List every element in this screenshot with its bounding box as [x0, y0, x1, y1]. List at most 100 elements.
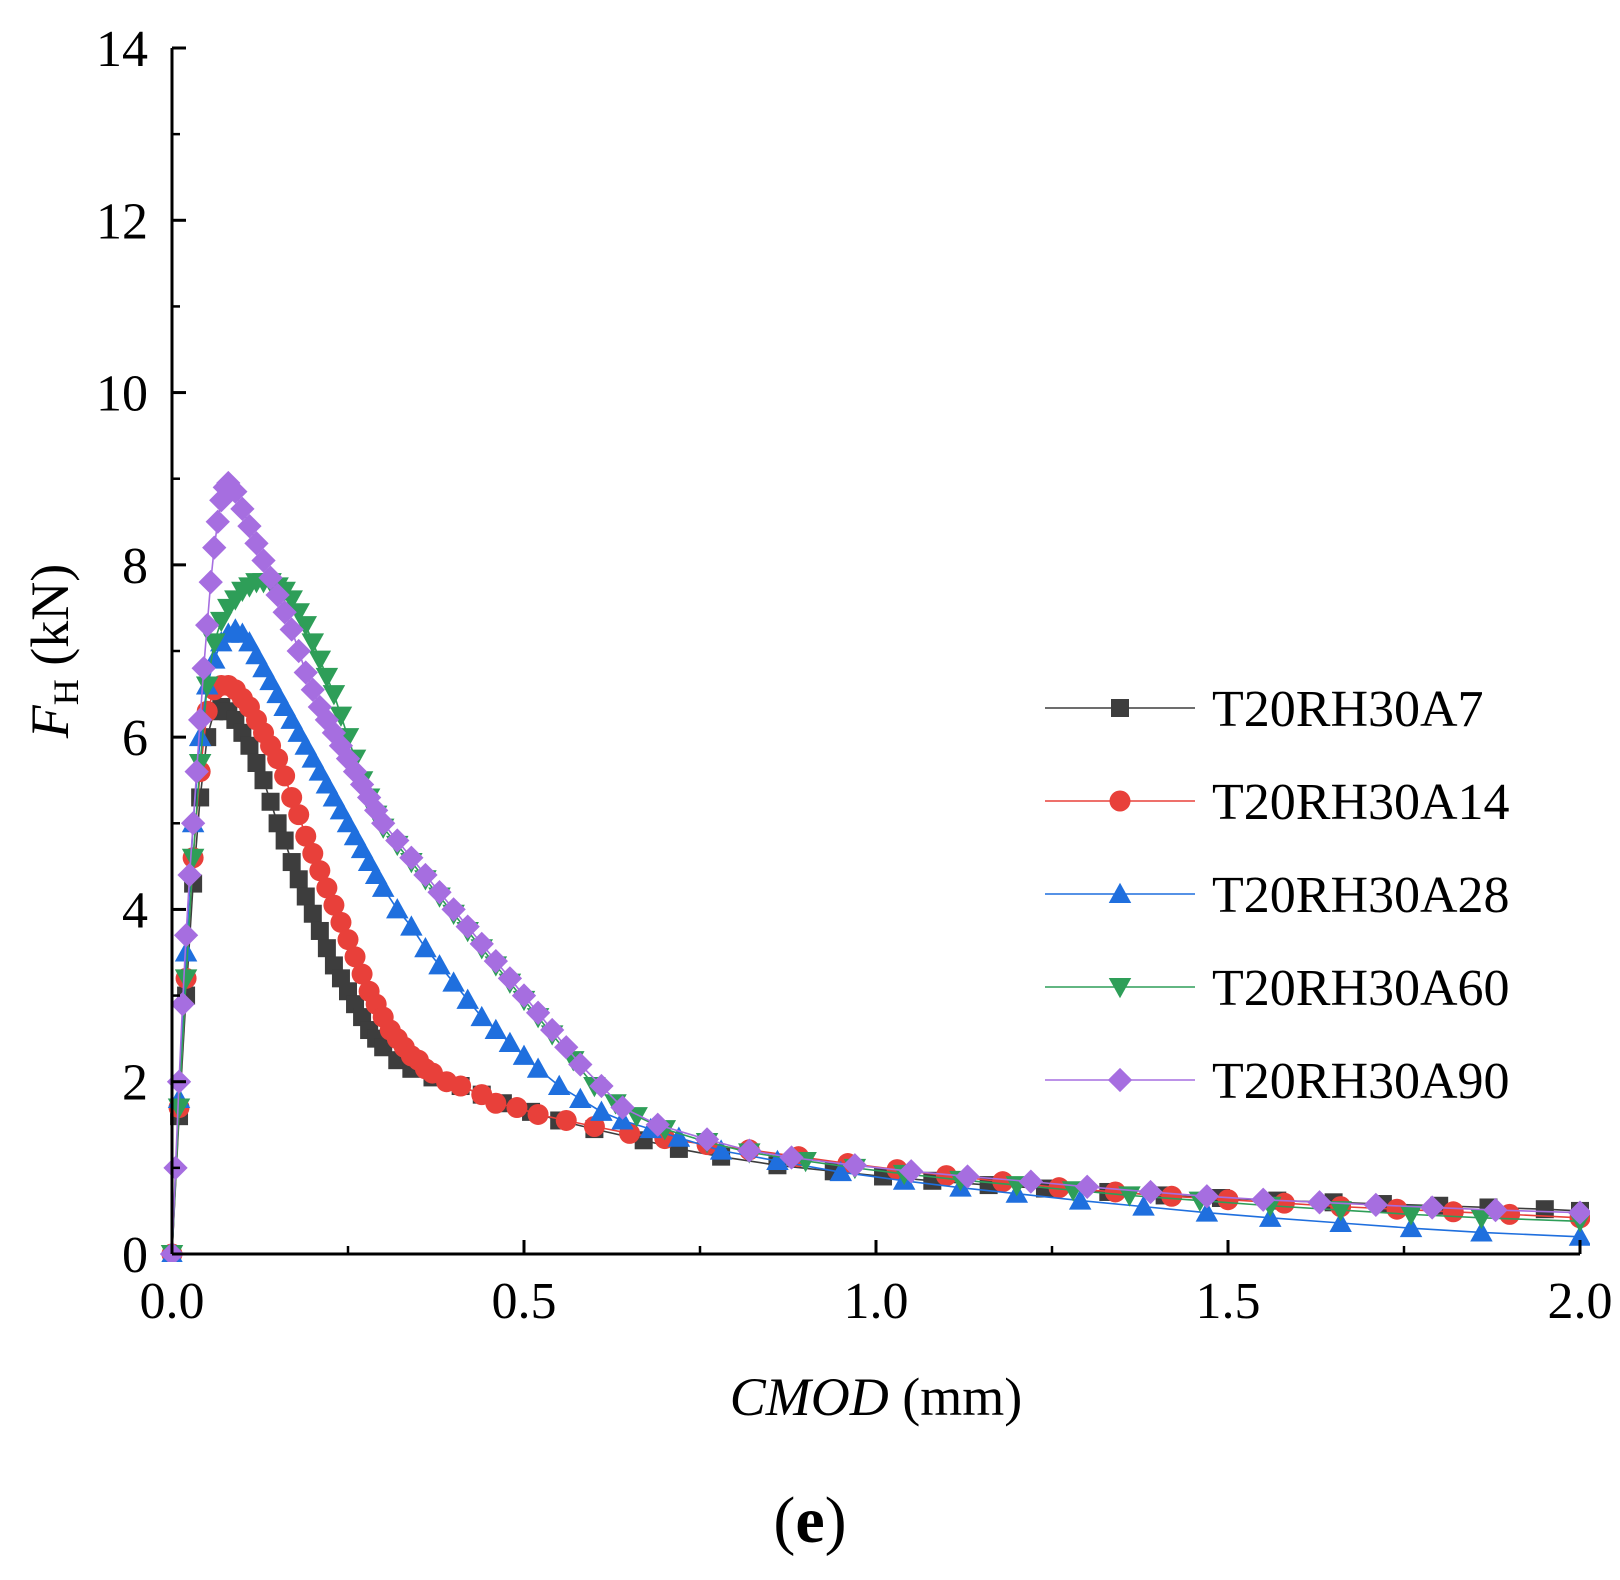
data-point — [258, 565, 283, 590]
data-point — [899, 1159, 924, 1184]
y-tick-label: 10 — [96, 366, 148, 423]
data-point — [216, 470, 241, 496]
data-point — [441, 897, 466, 922]
data-point — [498, 1031, 522, 1052]
data-point — [1217, 1189, 1239, 1211]
data-point — [935, 1165, 957, 1187]
data-point — [259, 669, 282, 691]
legend-marker — [1108, 882, 1132, 903]
data-point — [301, 633, 325, 654]
data-point — [829, 1160, 853, 1182]
x-tick-label: 1.5 — [1196, 1273, 1261, 1330]
data-point — [279, 617, 304, 642]
data-point — [1307, 1190, 1332, 1215]
data-point — [1251, 1187, 1276, 1212]
data-point — [547, 1074, 571, 1096]
data-point — [344, 946, 366, 968]
data-point — [289, 870, 308, 889]
legend-marker — [1111, 699, 1129, 717]
data-point — [1018, 1169, 1044, 1194]
data-point — [428, 954, 451, 975]
data-point — [280, 708, 303, 729]
data-point — [336, 812, 360, 833]
data-point — [1470, 1221, 1493, 1242]
data-point — [322, 685, 346, 706]
data-point — [442, 971, 465, 992]
data-point — [282, 853, 301, 872]
data-point — [399, 845, 424, 870]
data-point — [351, 963, 373, 985]
data-point — [555, 1109, 577, 1131]
data-point — [1068, 1189, 1092, 1210]
data-point — [315, 773, 339, 794]
data-point — [1483, 1197, 1508, 1223]
data-point — [842, 1153, 868, 1178]
y-tick-label: 4 — [122, 882, 148, 939]
data-point — [323, 894, 345, 916]
legend-item: T20RH30A7 — [1045, 681, 1484, 738]
data-point — [1195, 1201, 1219, 1222]
x-tick-label: 0.0 — [140, 1273, 205, 1330]
data-point — [252, 656, 275, 678]
data-point — [195, 613, 220, 638]
data-point — [525, 1000, 551, 1025]
data-point — [173, 923, 199, 948]
data-point — [766, 1149, 789, 1170]
data-point — [261, 792, 280, 811]
y-axis-title: FH (kN) — [20, 564, 86, 739]
data-point — [177, 862, 202, 888]
data-point — [470, 1005, 494, 1027]
data-point — [1470, 1208, 1493, 1230]
y-tick-label: 8 — [122, 538, 148, 595]
data-point — [400, 915, 423, 936]
data-point — [337, 929, 359, 951]
data-point — [413, 862, 438, 888]
data-point — [483, 948, 508, 974]
data-point — [568, 1052, 593, 1077]
data-point — [267, 748, 289, 770]
data-point — [202, 633, 226, 654]
data-point — [1399, 1205, 1423, 1226]
data-point — [1132, 1195, 1155, 1216]
data-point — [779, 1145, 804, 1170]
data-point — [485, 1092, 507, 1114]
data-point — [180, 811, 206, 836]
data-point — [294, 734, 318, 755]
data-point — [1329, 1201, 1352, 1222]
data-point — [315, 667, 339, 689]
legend-item: T20RH30A14 — [1045, 774, 1510, 831]
data-point — [385, 828, 410, 853]
data-point — [198, 569, 223, 595]
data-point — [191, 656, 216, 681]
data-point — [1420, 1195, 1445, 1220]
data-point — [1161, 1185, 1183, 1207]
x-axis-title-unit: (mm) — [889, 1367, 1022, 1427]
data-point — [210, 611, 233, 633]
data-point — [527, 1103, 549, 1125]
data-point — [506, 1097, 528, 1119]
data-point — [1363, 1192, 1388, 1218]
panel-label-close: ) — [825, 1484, 847, 1557]
data-point — [955, 1164, 980, 1189]
panel-label-letter: e — [795, 1484, 824, 1557]
data-point — [184, 759, 209, 784]
series-T20RH30A90 — [160, 470, 1590, 1262]
data-point — [274, 765, 296, 787]
y-tick-label: 2 — [122, 1055, 148, 1112]
data-point — [1535, 1200, 1554, 1219]
x-tick-label: 0.5 — [492, 1273, 557, 1330]
data-point — [737, 1138, 762, 1163]
y-tick-label: 0 — [122, 1227, 148, 1284]
data-point — [174, 941, 198, 962]
data-point — [275, 831, 294, 850]
data-point — [329, 799, 353, 820]
x-tick-label: 2.0 — [1548, 1273, 1613, 1330]
data-point — [357, 850, 381, 872]
y-axis-title-sub: H — [46, 679, 86, 705]
data-point — [554, 1035, 579, 1060]
panel-label: (e) — [773, 1484, 846, 1557]
data-point — [286, 638, 311, 664]
data-point — [202, 535, 227, 560]
legend-item: T20RH30A28 — [1045, 867, 1510, 924]
data-point — [1442, 1201, 1464, 1223]
